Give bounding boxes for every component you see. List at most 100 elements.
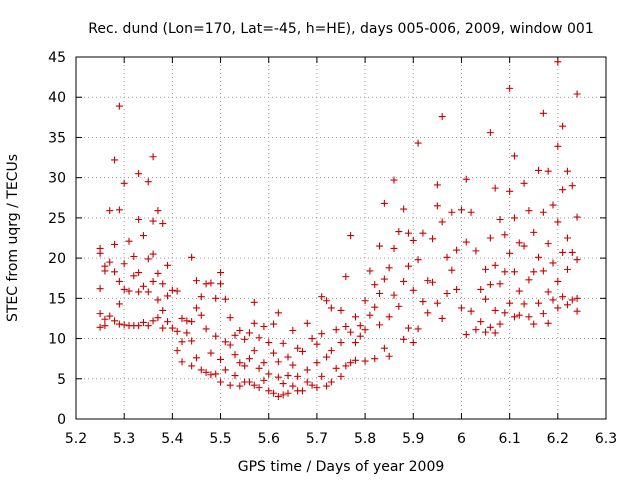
data-point <box>491 184 499 192</box>
data-point <box>433 181 441 189</box>
data-point <box>414 256 422 264</box>
data-point <box>154 269 162 277</box>
data-point <box>520 300 528 308</box>
x-tick-label: 5.8 <box>354 431 376 447</box>
data-point <box>544 240 552 248</box>
data-point <box>139 282 147 290</box>
data-point <box>337 372 345 380</box>
data-point <box>250 319 258 327</box>
data-point <box>438 218 446 226</box>
data-point <box>289 361 297 369</box>
data-point <box>289 327 297 335</box>
data-point <box>236 359 244 367</box>
data-point <box>120 179 128 187</box>
data-point <box>347 328 355 336</box>
data-point <box>467 307 475 315</box>
data-point <box>539 208 547 216</box>
data-point <box>448 266 456 274</box>
data-point <box>327 304 335 312</box>
data-point <box>376 242 384 250</box>
data-point <box>385 264 393 272</box>
data-point <box>573 90 581 98</box>
data-point <box>563 167 571 175</box>
data-point <box>265 387 273 395</box>
data-point <box>284 372 292 380</box>
data-point <box>515 239 523 247</box>
data-point <box>573 256 581 264</box>
x-tick-label: 5.5 <box>209 431 231 447</box>
data-point <box>212 370 220 378</box>
data-point <box>111 240 119 248</box>
data-point <box>549 296 557 304</box>
y-tick-label: 35 <box>48 130 66 146</box>
x-tick-label: 5.7 <box>306 431 328 447</box>
data-point <box>265 339 273 347</box>
data-point <box>308 381 316 389</box>
data-point <box>270 349 278 357</box>
data-point <box>279 380 287 388</box>
data-point <box>559 122 567 130</box>
data-point <box>192 354 200 362</box>
data-point <box>202 325 210 333</box>
data-point <box>568 296 576 304</box>
data-point <box>510 313 518 321</box>
data-point <box>568 182 576 190</box>
data-point <box>298 387 306 395</box>
data-point <box>491 261 499 269</box>
data-point <box>400 277 408 285</box>
data-point <box>554 277 562 285</box>
data-point <box>482 328 490 336</box>
data-point <box>294 344 302 352</box>
data-point <box>115 300 123 308</box>
data-point <box>144 178 152 186</box>
data-point <box>236 382 244 390</box>
data-point <box>270 320 278 328</box>
data-point <box>279 391 287 399</box>
chart-title: Rec. dund (Lon=170, Lat=-45, h=HE), days… <box>88 21 594 37</box>
data-point <box>356 322 364 330</box>
y-tick-label: 15 <box>48 291 66 307</box>
data-point <box>115 102 123 110</box>
data-point <box>506 84 514 92</box>
data-point <box>231 351 239 359</box>
data-point <box>168 324 176 332</box>
data-point <box>506 299 514 307</box>
data-point <box>274 358 282 366</box>
data-point <box>120 321 128 329</box>
data-point <box>486 323 494 331</box>
data-point <box>173 327 181 335</box>
data-point <box>482 265 490 273</box>
data-point <box>217 378 225 386</box>
data-point <box>96 310 104 318</box>
data-point <box>559 293 567 301</box>
data-point <box>486 234 494 242</box>
data-point <box>164 292 172 300</box>
data-point <box>217 355 225 363</box>
data-point <box>525 276 533 284</box>
data-point <box>462 331 470 339</box>
data-point <box>313 384 321 392</box>
data-point <box>376 290 384 298</box>
data-point <box>506 187 514 195</box>
data-point <box>183 329 191 337</box>
y-tick-label: 20 <box>48 251 66 267</box>
data-point <box>573 294 581 302</box>
data-point <box>323 353 331 361</box>
data-point <box>443 253 451 261</box>
data-point <box>385 352 393 360</box>
data-point <box>409 339 417 347</box>
data-point <box>404 262 412 270</box>
y-tick-label: 25 <box>48 211 66 227</box>
data-point <box>559 186 567 194</box>
data-point <box>424 309 432 317</box>
data-point <box>96 323 104 331</box>
data-point <box>115 277 123 285</box>
y-tick-label: 40 <box>48 90 66 106</box>
data-point <box>467 208 475 216</box>
data-point <box>371 303 379 311</box>
data-point <box>429 235 437 243</box>
data-point <box>414 139 422 147</box>
data-point <box>274 392 282 400</box>
